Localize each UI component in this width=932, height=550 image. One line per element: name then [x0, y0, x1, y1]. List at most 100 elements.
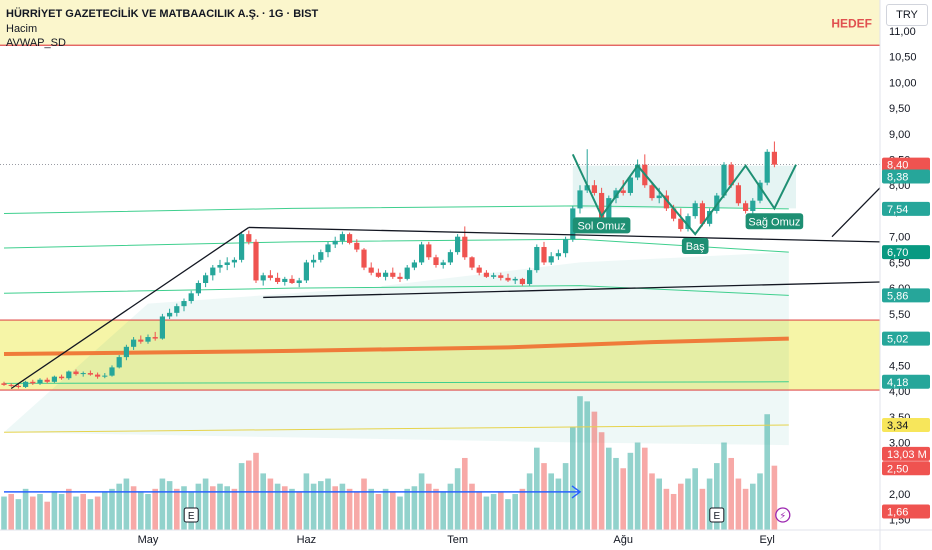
price-tag: 4,18	[887, 377, 908, 389]
price-tick: 9,00	[889, 129, 910, 141]
vwap-line	[3, 336, 789, 357]
candle-body	[735, 185, 741, 204]
volume-bar	[591, 411, 598, 530]
candle-body	[37, 379, 43, 384]
candle-body	[685, 216, 691, 229]
volume-bar	[1, 496, 7, 530]
blue-arrow-head	[571, 485, 582, 499]
volume-bar	[541, 463, 547, 530]
volume-bar	[109, 488, 115, 530]
candle-body	[203, 275, 209, 284]
candle-body	[195, 283, 201, 294]
price-tag-bg	[882, 245, 930, 260]
lightning-icon	[775, 507, 791, 523]
price-tag: 8,40	[887, 160, 908, 172]
candle-body	[8, 384, 14, 386]
volume-bar	[462, 457, 468, 530]
candle-body	[620, 190, 626, 193]
volume-bar	[87, 499, 94, 530]
candle-body	[138, 339, 144, 342]
volume-bar	[102, 491, 108, 530]
candle-body	[491, 275, 497, 277]
volume-bar	[361, 478, 367, 530]
price-tick: 10,50	[889, 52, 917, 64]
avwap-band-line	[3, 238, 789, 253]
volume-bar	[210, 486, 216, 530]
volume-bar	[166, 481, 173, 530]
candle-body	[591, 185, 597, 193]
candle-body	[743, 203, 749, 211]
volume-bar	[318, 481, 324, 530]
candle-body	[469, 257, 475, 268]
volume-bar	[685, 478, 691, 530]
candle-body	[678, 218, 684, 229]
candle-body	[80, 373, 86, 375]
volume-bar	[418, 473, 425, 530]
candle-body	[440, 262, 446, 265]
pattern-label-bg	[681, 237, 709, 254]
volume-bar	[433, 488, 439, 530]
avwap-band-line	[3, 381, 789, 384]
volume-bar	[411, 486, 418, 530]
volume-bar	[195, 483, 202, 530]
price-tick: 4,00	[889, 386, 910, 398]
candle-body	[339, 234, 345, 241]
volume-bar	[598, 432, 605, 530]
candle-body	[390, 272, 396, 277]
volume-bar	[750, 483, 756, 530]
candle-body	[188, 293, 194, 302]
volume-bar	[404, 488, 410, 530]
volume-bar	[116, 483, 122, 530]
candle-body	[577, 190, 583, 209]
candle-body	[368, 267, 374, 273]
time-tick: May	[138, 534, 159, 546]
candle-body	[584, 185, 590, 191]
event-marker	[183, 507, 199, 523]
candle-body	[527, 270, 533, 285]
candle-body	[167, 312, 173, 317]
candle-body	[303, 262, 309, 281]
volume-bar	[346, 488, 353, 530]
volume-bar	[145, 493, 151, 530]
price-tick: 6,50	[889, 257, 910, 269]
candle-body	[548, 256, 554, 263]
currency-button[interactable]: TRY	[886, 4, 928, 26]
candle-body	[260, 275, 266, 281]
volume-bar	[642, 447, 648, 530]
candle-body	[692, 203, 698, 217]
volume-bar	[296, 491, 302, 530]
candle-body	[51, 376, 57, 382]
candle-body	[721, 164, 727, 196]
volume-bar	[123, 478, 130, 530]
volume-bar	[447, 483, 454, 530]
event-marker-label: E	[713, 511, 720, 522]
volume-bar	[692, 468, 698, 530]
price-tag-bg	[882, 446, 930, 461]
candle-body	[505, 277, 511, 281]
price-tag-bg	[882, 288, 930, 303]
candle-body	[210, 267, 216, 276]
volume-bar	[51, 491, 58, 530]
candle-body	[671, 208, 677, 219]
price-tag-bg	[882, 374, 930, 389]
candle-body	[246, 234, 252, 242]
indicator-volume-label[interactable]: Hacim	[6, 23, 38, 35]
candle-body	[116, 357, 122, 368]
volume-bar	[174, 488, 180, 530]
price-tag: 5,02	[887, 334, 908, 346]
candle-body	[419, 244, 425, 263]
candle-body	[145, 337, 151, 342]
volume-bar	[8, 493, 14, 530]
volume-bar	[476, 491, 482, 530]
volume-bar	[339, 483, 346, 530]
candle-body	[656, 195, 662, 199]
volume-bar	[238, 463, 245, 530]
volume-bar	[332, 486, 338, 530]
candle-body	[239, 234, 245, 260]
price-tag: 13,03 M	[887, 449, 927, 461]
lightning-glyph: ⚡	[779, 511, 786, 522]
trendline	[831, 187, 881, 238]
price-tick: 11,00	[889, 26, 916, 38]
indicator-avwap-label[interactable]: AVWAP_SD	[6, 37, 66, 49]
